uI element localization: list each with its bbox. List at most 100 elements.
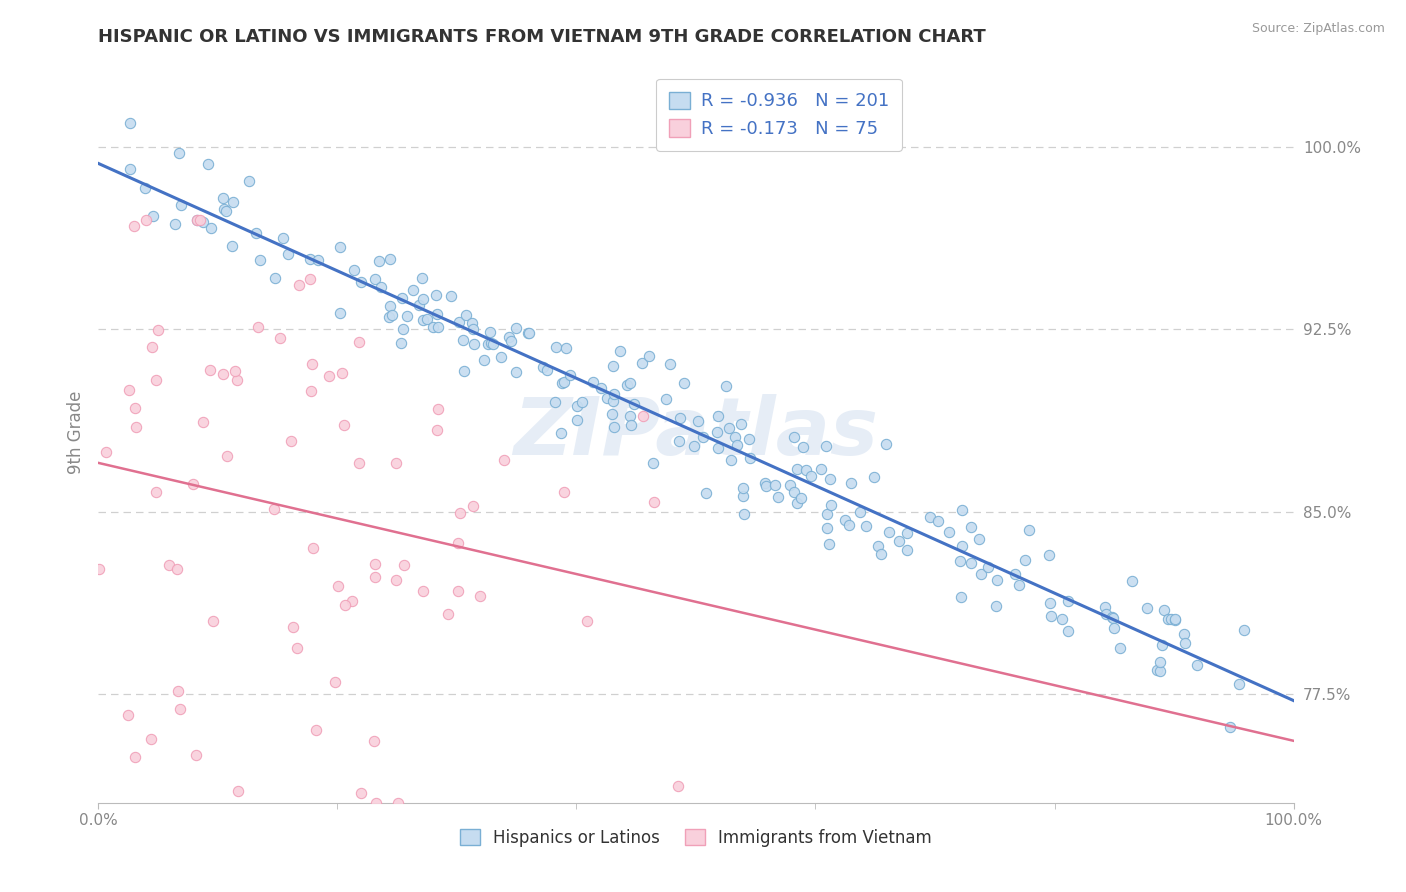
Point [839, 476, 862, 491]
Point [834, 513, 856, 527]
Point [560, 368, 582, 383]
Point [269, 331, 291, 345]
Point [330, 367, 353, 381]
Point [794, 462, 817, 476]
Point [1050, 612, 1073, 626]
Point [1219, 720, 1241, 734]
Point [531, 359, 554, 374]
Point [641, 456, 664, 470]
Point [731, 489, 754, 503]
Point [422, 320, 444, 334]
Point [766, 490, 789, 504]
Point [249, 253, 271, 268]
Point [125, 419, 148, 434]
Point [170, 198, 193, 212]
Point [602, 393, 624, 408]
Point [329, 306, 352, 320]
Point [200, 221, 222, 235]
Point [517, 326, 540, 340]
Point [637, 349, 659, 363]
Point [658, 357, 681, 371]
Point [396, 309, 419, 323]
Point [412, 292, 434, 306]
Point [157, 558, 180, 572]
Point [449, 315, 471, 329]
Point [655, 392, 678, 406]
Point [1157, 612, 1180, 626]
Point [363, 272, 385, 286]
Point [692, 430, 714, 444]
Point [754, 475, 776, 490]
Point [949, 554, 972, 568]
Point [165, 217, 187, 231]
Point [849, 505, 872, 519]
Point [516, 326, 538, 340]
Point [820, 498, 842, 512]
Point [378, 310, 401, 325]
Point [166, 562, 188, 576]
Point [186, 213, 208, 227]
Point [553, 485, 575, 500]
Point [555, 341, 578, 355]
Point [619, 376, 641, 391]
Point [589, 381, 612, 395]
Point [329, 240, 352, 254]
Point [385, 456, 408, 470]
Point [217, 449, 239, 463]
Point [1136, 601, 1159, 615]
Point [412, 312, 434, 326]
Point [950, 503, 973, 517]
Point [463, 336, 485, 351]
Point [1039, 596, 1062, 610]
Point [288, 277, 311, 292]
Point [810, 462, 832, 476]
Point [146, 323, 169, 337]
Point [868, 540, 890, 554]
Point [124, 750, 146, 764]
Point [347, 456, 370, 470]
Point [463, 500, 485, 514]
Point [551, 376, 574, 390]
Point [492, 453, 515, 467]
Point [875, 437, 897, 451]
Point [896, 543, 918, 558]
Point [323, 675, 346, 690]
Point [212, 202, 235, 216]
Point [94, 445, 117, 459]
Point [1014, 553, 1036, 567]
Point [350, 275, 373, 289]
Point [343, 262, 366, 277]
Point [571, 394, 593, 409]
Point [643, 495, 665, 509]
Point [186, 213, 208, 227]
Point [118, 383, 141, 397]
Point [575, 615, 598, 629]
Point [299, 384, 322, 399]
Point [505, 321, 527, 335]
Text: ZIPatlas: ZIPatlas [513, 393, 879, 472]
Point [1160, 611, 1182, 625]
Point [949, 590, 972, 604]
Point [477, 337, 499, 351]
Point [411, 271, 433, 285]
Point [212, 367, 235, 381]
Point [416, 312, 439, 326]
Point [967, 532, 990, 546]
Point [706, 425, 728, 439]
Point [391, 291, 413, 305]
Point [620, 417, 643, 432]
Point [226, 373, 249, 387]
Point [984, 599, 1007, 613]
Point [498, 330, 520, 344]
Point [970, 567, 993, 582]
Point [402, 283, 425, 297]
Point [245, 226, 267, 240]
Point [326, 579, 349, 593]
Point [453, 364, 475, 378]
Point [815, 439, 838, 453]
Point [1008, 578, 1031, 592]
Point [1004, 567, 1026, 582]
Point [385, 573, 408, 587]
Point [870, 547, 893, 561]
Point [818, 537, 841, 551]
